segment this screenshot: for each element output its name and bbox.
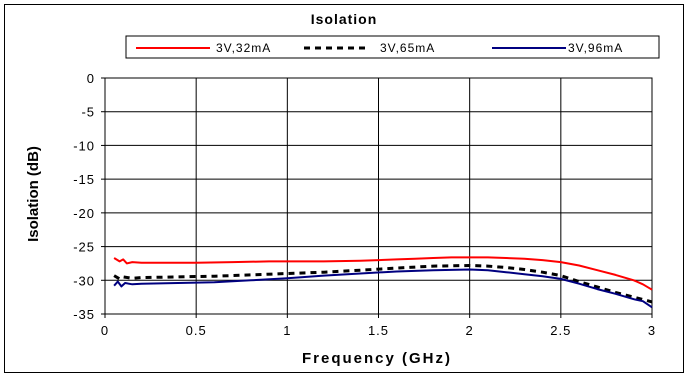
y-tick-label: 0 bbox=[87, 71, 95, 86]
x-tick-label: 1 bbox=[283, 323, 291, 338]
y-tick-label: -5 bbox=[81, 105, 95, 120]
y-tick-label: -25 bbox=[73, 240, 95, 255]
x-tick-label: 0 bbox=[101, 323, 109, 338]
series-line-1 bbox=[113, 256, 653, 291]
x-tick-label: 2 bbox=[466, 323, 474, 338]
y-tick-label: -30 bbox=[73, 273, 95, 288]
y-axis-title: Isolation (dB) bbox=[25, 146, 42, 242]
y-tick-label: -35 bbox=[73, 307, 95, 322]
x-tick-label: 2.5 bbox=[550, 323, 571, 338]
x-tick-label: 1.5 bbox=[368, 323, 389, 338]
y-tick-label: -15 bbox=[73, 172, 95, 187]
series-line-2 bbox=[113, 264, 653, 304]
chart-title: Isolation bbox=[311, 11, 378, 27]
legend-label-2: 3V,65mA bbox=[380, 41, 435, 55]
series-line-3 bbox=[113, 268, 653, 309]
legend-label-1: 3V,32mA bbox=[216, 41, 271, 55]
x-tick-label: 3 bbox=[648, 323, 656, 338]
legend-label-3: 3V,96mA bbox=[568, 41, 623, 55]
y-tick-label: -10 bbox=[73, 138, 95, 153]
legend-box bbox=[125, 35, 660, 59]
y-tick-label: -20 bbox=[73, 206, 95, 221]
x-axis-title: Frequency (GHz) bbox=[302, 350, 452, 367]
x-tick-label: 0.5 bbox=[186, 323, 207, 338]
